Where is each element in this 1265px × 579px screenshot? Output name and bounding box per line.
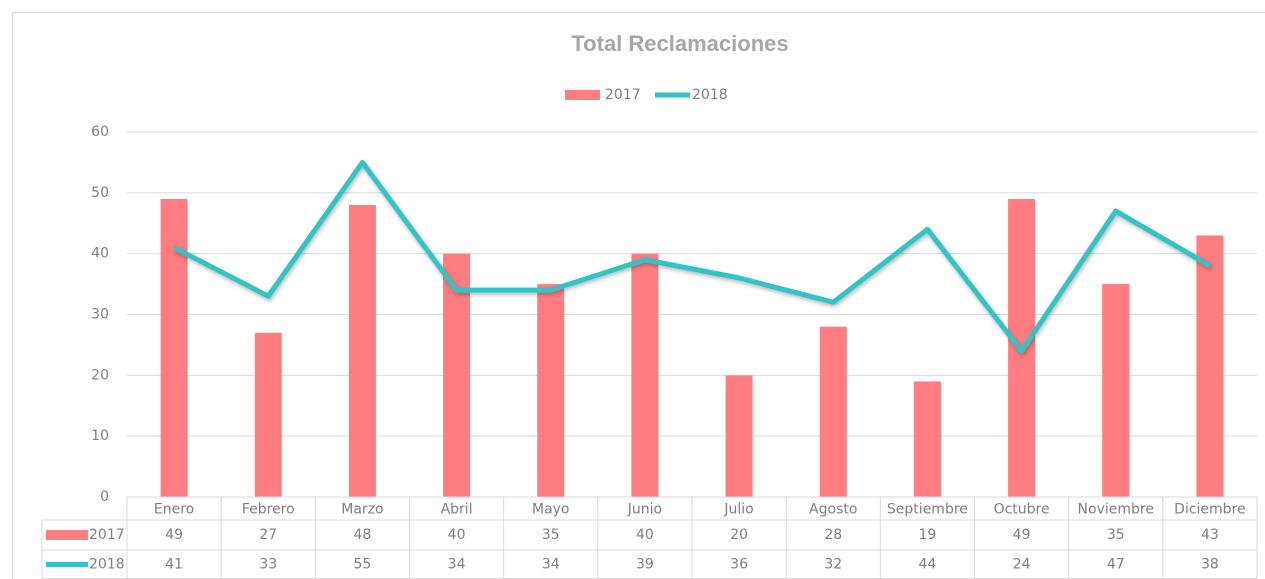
table-value: 44 — [919, 557, 937, 573]
table-value: 40 — [448, 527, 466, 543]
table-value: 36 — [730, 557, 748, 573]
table-series-name: 2017 — [89, 527, 125, 543]
chart-title: Total Reclamaciones — [571, 31, 788, 56]
bar — [443, 253, 471, 497]
table-value: 40 — [636, 527, 654, 543]
x-tick-label: Octubre — [994, 502, 1050, 518]
table-value: 19 — [919, 527, 937, 543]
table-value: 47 — [1107, 557, 1125, 573]
table-value: 34 — [542, 557, 560, 573]
table-value: 20 — [730, 527, 748, 543]
x-tick-label: Mayo — [532, 502, 570, 518]
bar — [819, 326, 847, 497]
table-value: 33 — [259, 557, 277, 573]
legend-swatch — [565, 90, 600, 100]
x-tick-label: Abril — [441, 502, 473, 518]
table-value: 39 — [636, 557, 654, 573]
bar — [631, 253, 659, 497]
y-tick-label: 40 — [91, 246, 109, 262]
y-tick-label: 60 — [91, 124, 109, 140]
x-tick-label: Enero — [154, 502, 194, 518]
y-tick-label: 30 — [91, 307, 109, 323]
table-value: 55 — [354, 557, 372, 573]
y-tick-label: 10 — [91, 428, 109, 444]
y-tick-label: 0 — [100, 489, 109, 505]
table-value: 48 — [354, 527, 372, 543]
x-tick-label: Noviembre — [1078, 502, 1154, 518]
bar — [1102, 284, 1130, 497]
x-tick-label: Diciembre — [1174, 502, 1245, 518]
table-value: 32 — [824, 557, 842, 573]
legend-label: 2018 — [692, 87, 728, 103]
bar — [160, 198, 188, 497]
bar — [913, 381, 941, 497]
table-value: 35 — [542, 527, 560, 543]
y-tick-label: 50 — [91, 185, 109, 201]
table-value: 41 — [165, 557, 183, 573]
table-value: 24 — [1013, 557, 1031, 573]
table-series-name: 2018 — [89, 557, 125, 573]
table-value: 27 — [259, 527, 277, 543]
y-tick-label: 20 — [91, 367, 109, 383]
table-value: 34 — [448, 557, 466, 573]
bar — [348, 205, 376, 497]
bar — [537, 284, 565, 497]
bar — [254, 332, 282, 497]
table-value: 49 — [165, 527, 183, 543]
table-value: 35 — [1107, 527, 1125, 543]
x-tick-label: Agosto — [809, 502, 857, 518]
bar — [725, 375, 753, 497]
table-value: 38 — [1201, 557, 1219, 573]
x-tick-label: Febrero — [242, 502, 295, 518]
table-value: 43 — [1201, 527, 1219, 543]
x-tick-label: Junio — [627, 502, 662, 518]
table-value: 49 — [1013, 527, 1031, 543]
legend-label: 2017 — [605, 87, 641, 103]
line-series — [172, 159, 1212, 354]
x-tick-label: Julio — [723, 502, 753, 518]
bar — [1196, 235, 1224, 497]
x-tick-label: Septiembre — [887, 502, 968, 518]
table-value: 28 — [824, 527, 842, 543]
x-tick-label: Marzo — [341, 502, 383, 518]
table-legend-key — [46, 530, 88, 540]
